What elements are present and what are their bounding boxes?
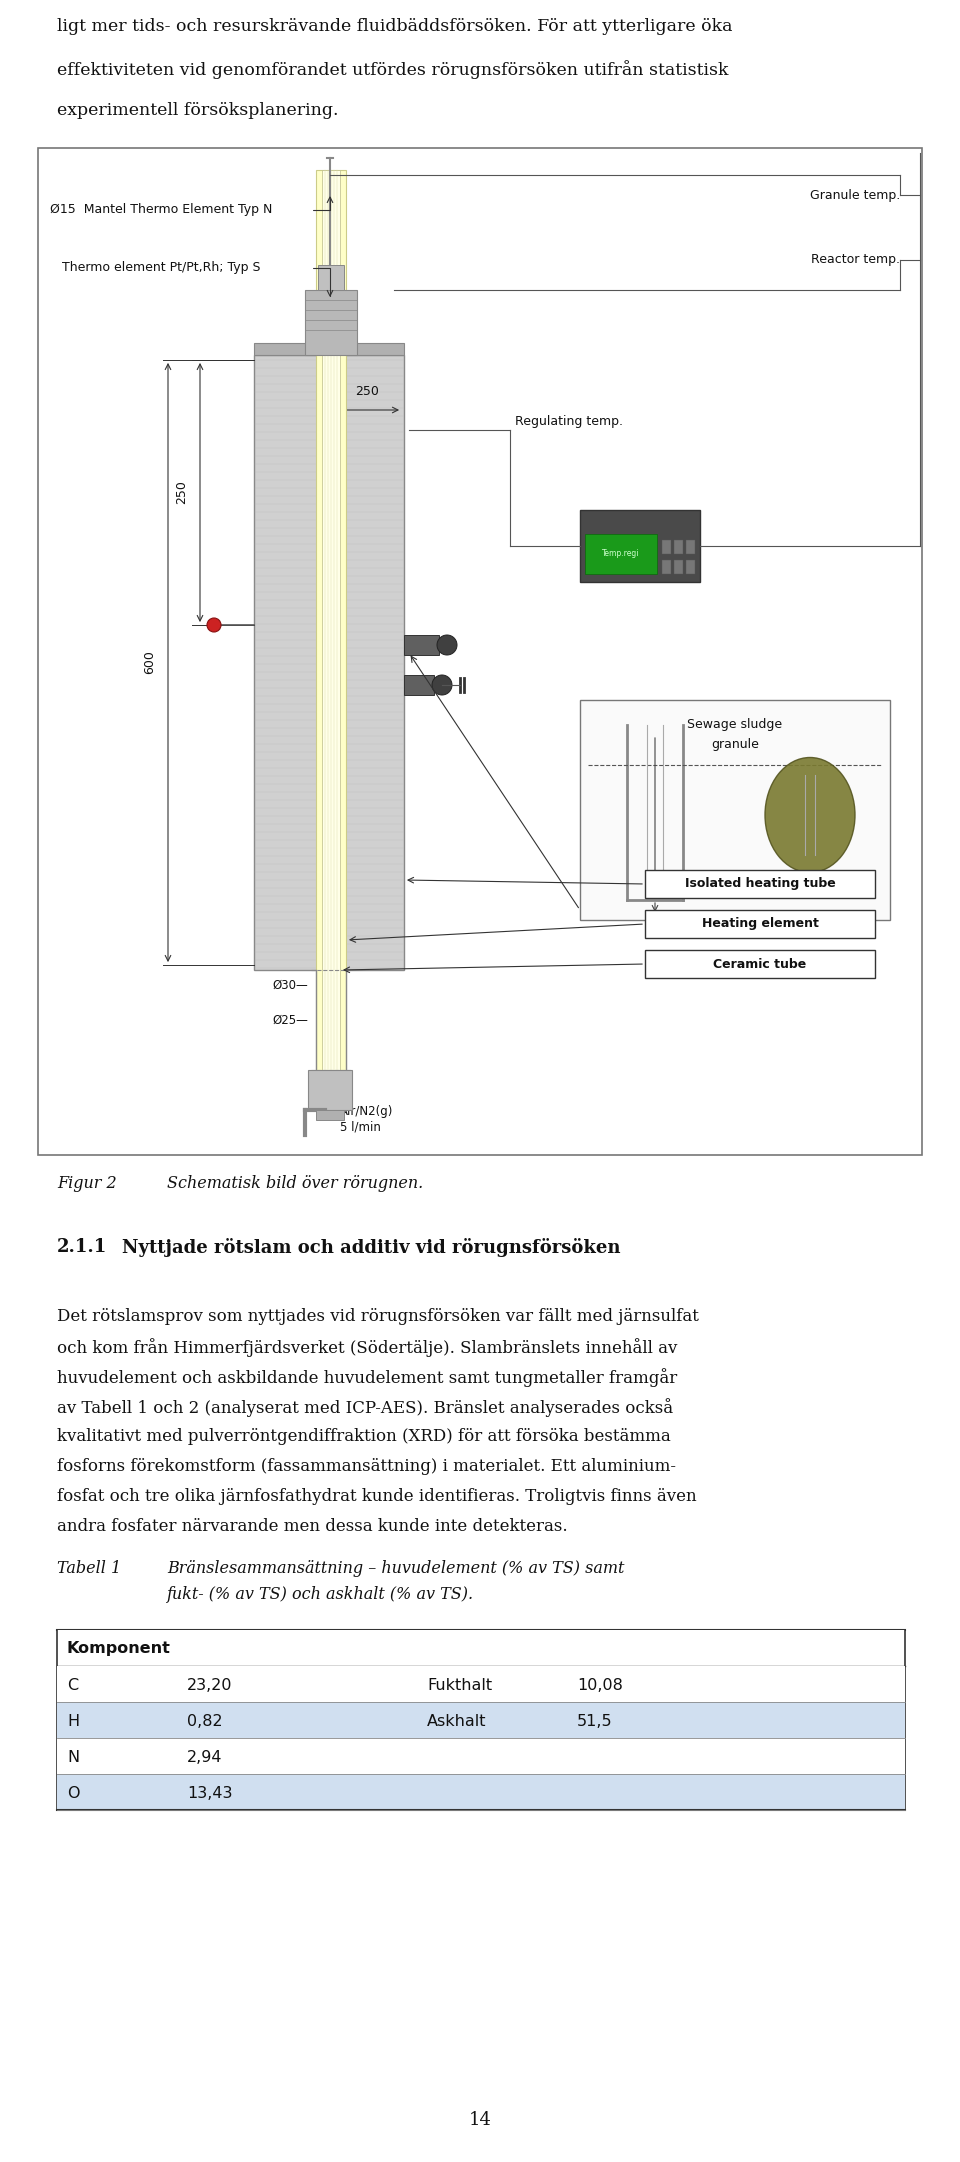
Bar [254, 355, 404, 971]
Circle shape [432, 675, 452, 694]
Text: Tabell 1: Tabell 1 [57, 1561, 121, 1576]
Text: Figur 2: Figur 2 [57, 1174, 116, 1191]
Bar [38, 147, 922, 1155]
Bar [645, 869, 875, 897]
Text: ligt mer tids- och resurskrävande fluidbäddsförsöken. För att ytterligare öka: ligt mer tids- och resurskrävande fluidb… [57, 17, 732, 35]
Text: 13,43: 13,43 [187, 1786, 232, 1801]
Text: Ceramic tube: Ceramic tube [713, 958, 806, 971]
Text: C: C [67, 1678, 78, 1693]
Text: 23,20: 23,20 [187, 1678, 232, 1693]
Bar [580, 510, 700, 582]
Text: Bränslesammansättning – huvudelement (% av TS) samt: Bränslesammansättning – huvudelement (% … [167, 1561, 624, 1576]
Text: granule: granule [711, 737, 759, 750]
Bar [645, 949, 875, 977]
Text: effektiviteten vid genomförandet utfördes rörugnsförsöken utifrån statistisk: effektiviteten vid genomförandet utförde… [57, 61, 729, 78]
Bar [404, 675, 434, 694]
Text: O: O [67, 1786, 80, 1801]
Bar [57, 1775, 905, 1810]
Text: 600: 600 [143, 651, 156, 675]
Text: experimentell försöksplanering.: experimentell försöksplanering. [57, 102, 339, 119]
Bar [674, 560, 683, 573]
Text: Regulating temp.: Regulating temp. [515, 415, 623, 428]
Text: Isolated heating tube: Isolated heating tube [684, 878, 835, 891]
Bar [686, 560, 695, 573]
Text: Thermo element Pt/Pt,Rh; Typ S: Thermo element Pt/Pt,Rh; Typ S [62, 262, 260, 275]
Text: Det rötslamsprov som nyttjades vid rörugnsförsöken var fällt med järnsulfat: Det rötslamsprov som nyttjades vid rörug… [57, 1308, 699, 1325]
Text: fosfat och tre olika järnfosfathydrat kunde identifieras. Troligtvis finns även: fosfat och tre olika järnfosfathydrat ku… [57, 1487, 697, 1505]
Text: kvalitativt med pulverröntgendiffraktion (XRD) för att försöka bestämma: kvalitativt med pulverröntgendiffraktion… [57, 1427, 671, 1444]
Bar [645, 910, 875, 938]
Text: N: N [67, 1749, 79, 1764]
Text: andra fosfater närvarande men dessa kunde inte detekteras.: andra fosfater närvarande men dessa kund… [57, 1518, 567, 1535]
Bar [254, 344, 404, 355]
Text: Temp.regi: Temp.regi [602, 549, 639, 558]
Text: 2,94: 2,94 [187, 1749, 223, 1764]
Bar [322, 171, 340, 1100]
Text: 10,08: 10,08 [577, 1678, 623, 1693]
Text: Reactor temp.: Reactor temp. [811, 253, 900, 266]
Text: huvudelement och askbildande huvudelement samt tungmetaller framgår: huvudelement och askbildande huvudelemen… [57, 1369, 677, 1386]
Bar [316, 1109, 344, 1120]
Bar [662, 540, 671, 553]
Text: Ø15  Mantel Thermo Element Typ N: Ø15 Mantel Thermo Element Typ N [50, 203, 273, 216]
Text: 51,5: 51,5 [577, 1714, 612, 1727]
Bar [674, 540, 683, 553]
Text: fukt- (% av TS) och askhalt (% av TS).: fukt- (% av TS) och askhalt (% av TS). [167, 1587, 474, 1602]
Text: 250: 250 [355, 385, 379, 398]
Text: och kom från Himmerfjärdsverket (Södertälje). Slambränslets innehåll av: och kom från Himmerfjärdsverket (Södertä… [57, 1338, 678, 1358]
Text: Thermocouple Type N: Thermocouple Type N [677, 912, 813, 925]
Bar [305, 290, 357, 355]
Text: 250: 250 [176, 480, 188, 504]
Text: Heating element: Heating element [702, 917, 819, 930]
Text: 2.1.1: 2.1.1 [57, 1239, 108, 1256]
Text: Komponent: Komponent [67, 1641, 171, 1656]
Bar [57, 1701, 905, 1738]
Text: Askhalt: Askhalt [427, 1714, 487, 1727]
Circle shape [437, 636, 457, 655]
Bar [662, 560, 671, 573]
Text: Fukthalt: Fukthalt [427, 1678, 492, 1693]
Text: fosforns förekomstform (fassammansättning) i materialet. Ett aluminium-: fosforns förekomstform (fassammansättnin… [57, 1457, 676, 1474]
Bar [686, 540, 695, 553]
Text: av Tabell 1 och 2 (analyserat med ICP-AES). Bränslet analyserades också: av Tabell 1 och 2 (analyserat med ICP-AE… [57, 1399, 673, 1416]
Text: H: H [67, 1714, 79, 1727]
Text: Ø25—: Ø25— [272, 1014, 308, 1027]
Bar [57, 1630, 905, 1667]
Circle shape [207, 618, 221, 631]
Text: Granule temp.: Granule temp. [809, 188, 900, 201]
Text: 14: 14 [468, 2110, 492, 2130]
Bar [57, 1667, 905, 1701]
Text: Sewage sludge: Sewage sludge [687, 718, 782, 731]
Bar [308, 1070, 352, 1109]
Text: Air/N2(g)
5 l/min: Air/N2(g) 5 l/min [340, 1105, 394, 1133]
Text: Ø30—: Ø30— [273, 979, 308, 992]
Bar [580, 700, 890, 921]
Bar [318, 266, 344, 290]
Text: 0,82: 0,82 [187, 1714, 223, 1727]
Text: Schematisk bild över rörugnen.: Schematisk bild över rörugnen. [167, 1174, 423, 1191]
Bar [585, 534, 657, 573]
Bar [57, 1738, 905, 1775]
Text: Nyttjade rötslam och additiv vid rörugnsförsöken: Nyttjade rötslam och additiv vid rörugns… [122, 1239, 620, 1256]
Bar [404, 636, 439, 655]
Bar [316, 171, 346, 1100]
Ellipse shape [765, 757, 855, 873]
